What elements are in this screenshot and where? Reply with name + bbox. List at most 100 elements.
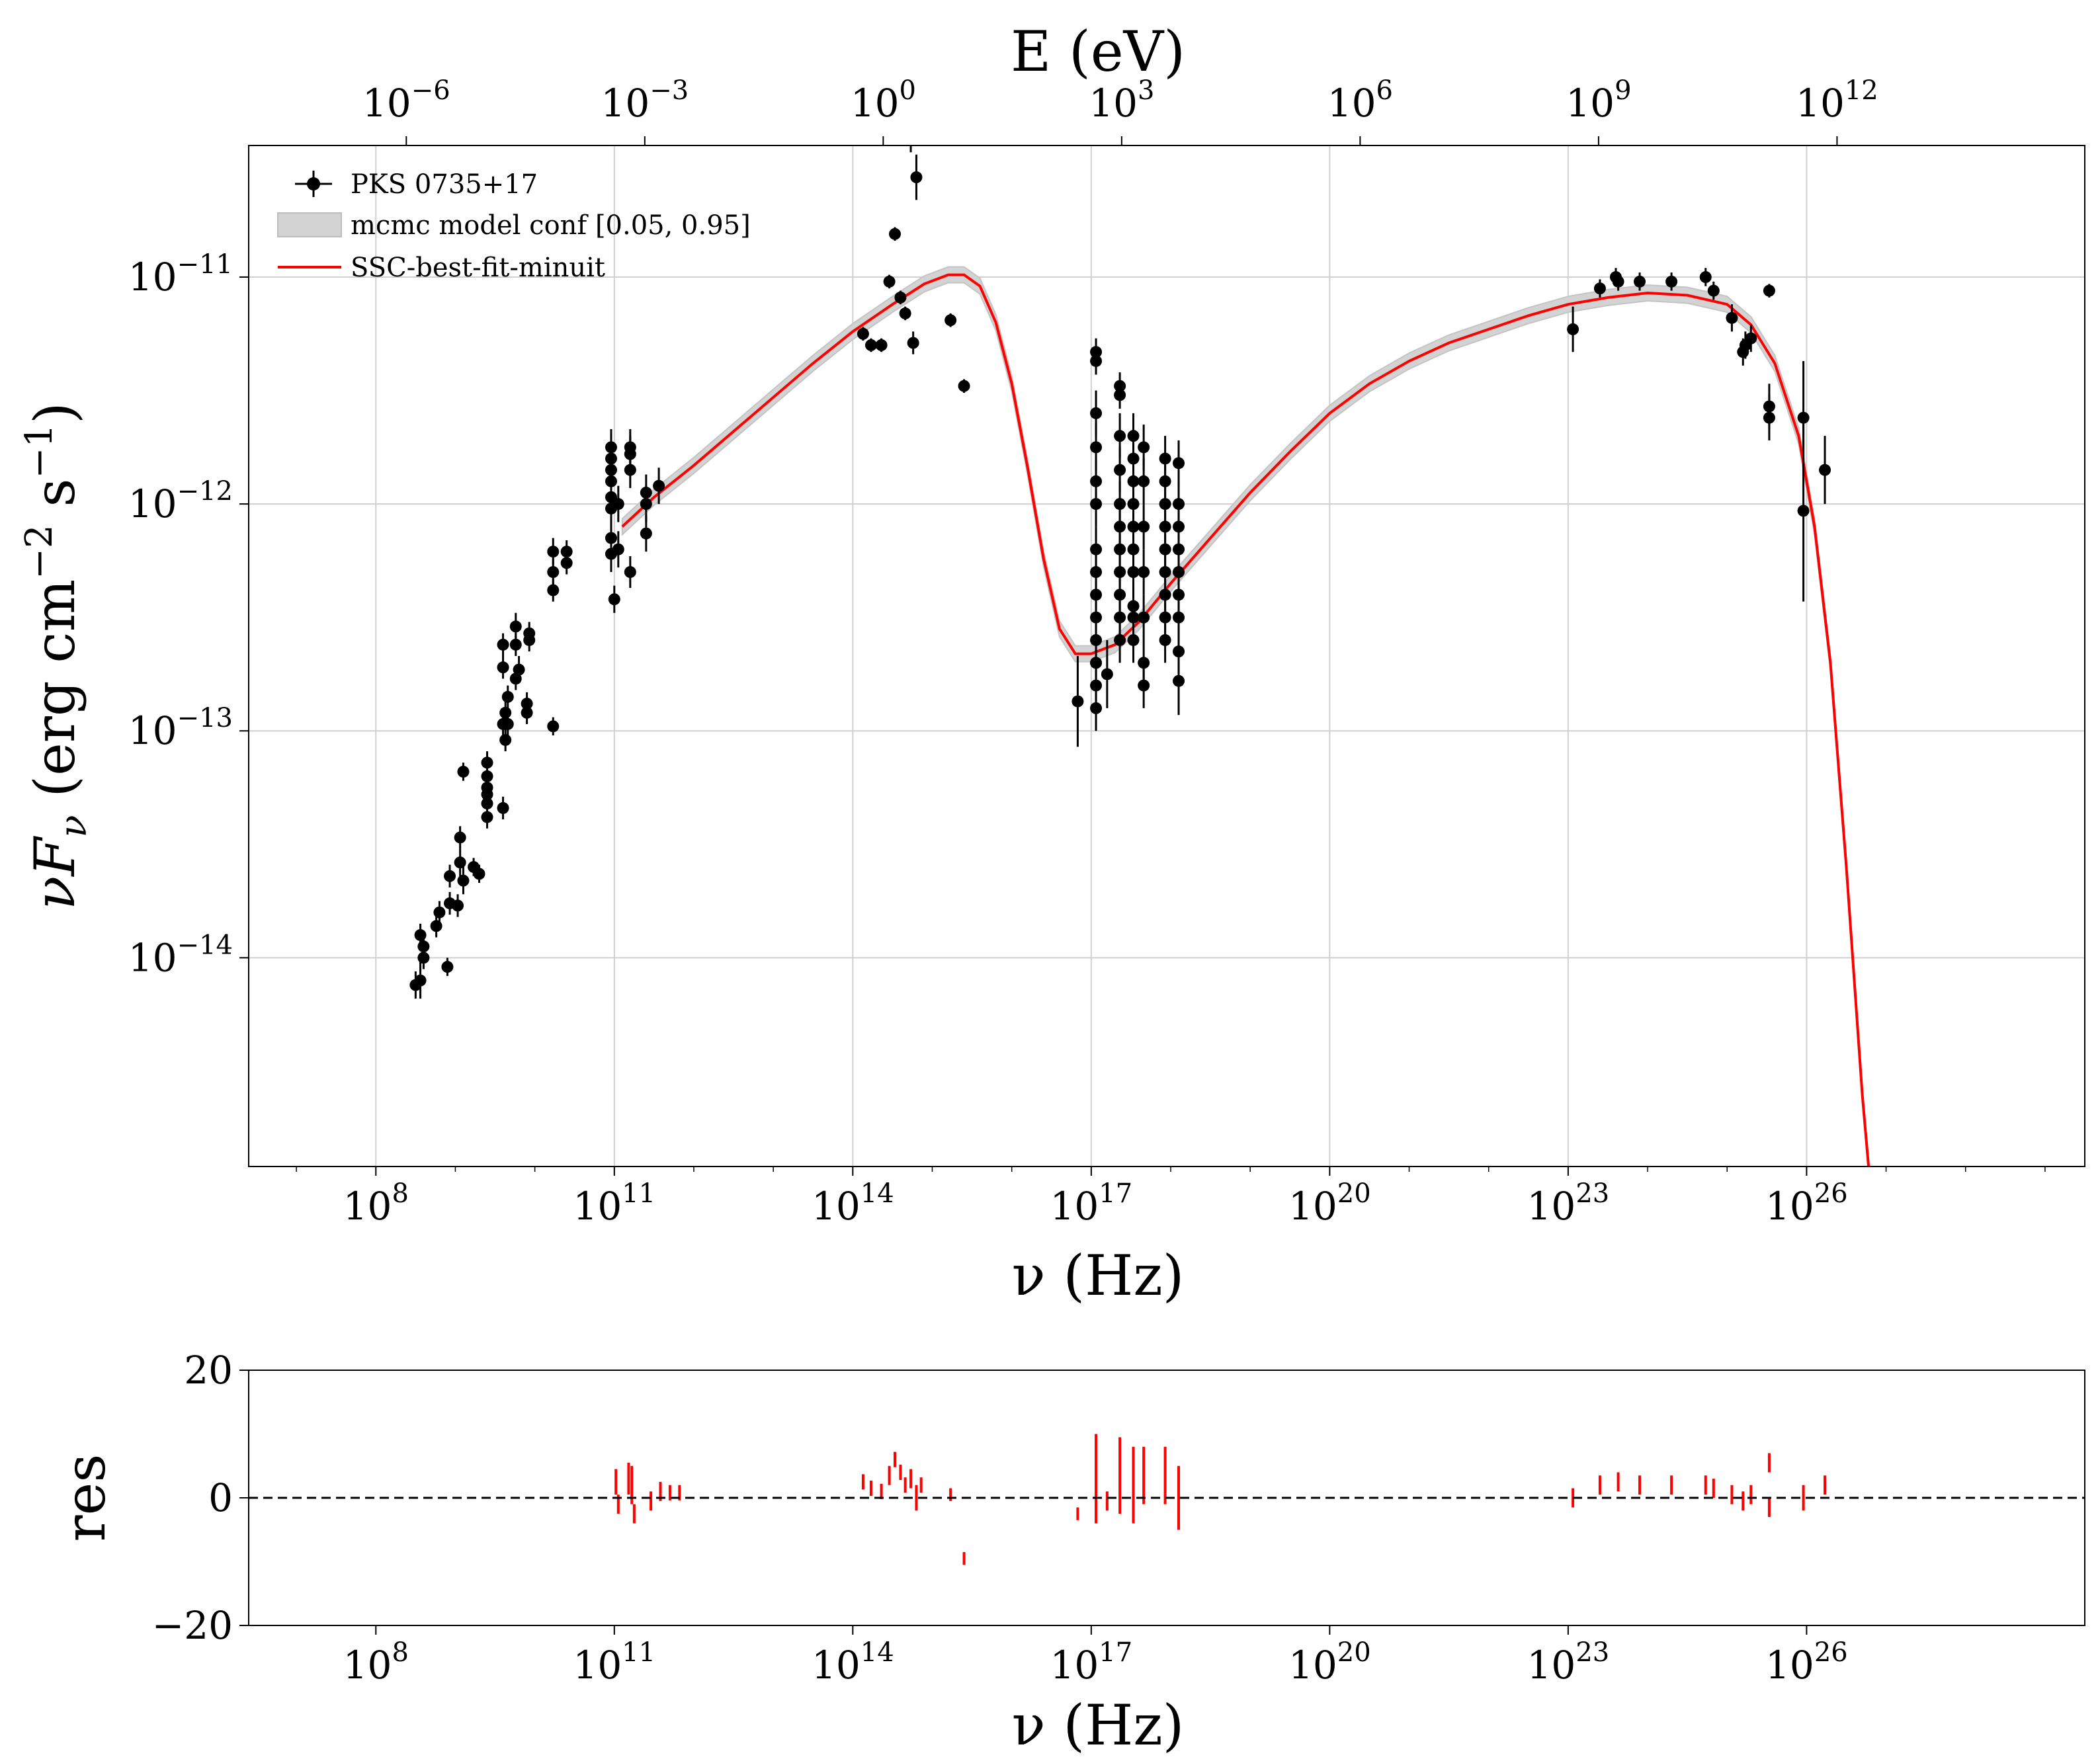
data-point-24	[454, 848, 466, 876]
x-tick-label-1-exp: 11	[622, 1178, 655, 1209]
data-marker	[501, 690, 514, 703]
top-tick-label-1-exp: −3	[650, 75, 689, 106]
data-point-71	[624, 452, 636, 489]
res-x-tick-label-5: 1023	[1527, 1637, 1610, 1688]
data-marker	[945, 314, 957, 327]
data-marker	[864, 339, 877, 351]
data-marker	[547, 566, 560, 579]
res-x-tick-label-3: 1017	[1050, 1637, 1132, 1688]
y-label-exp-s: −1	[18, 424, 61, 479]
data-marker	[640, 527, 652, 540]
data-point-159	[1707, 281, 1720, 300]
top-tick-label-0-base: 10	[362, 81, 411, 126]
x-tick-label-5: 1023	[1527, 1178, 1610, 1229]
residual-x-axis-label: ν (Hz)	[1012, 1693, 1185, 1758]
data-marker	[605, 532, 617, 544]
data-point-133	[1138, 425, 1150, 470]
data-point-67	[612, 485, 624, 522]
res-y-tick-label-2: −20	[152, 1603, 233, 1648]
x-tick-label-1: 1011	[573, 1178, 655, 1229]
data-marker	[481, 757, 493, 769]
data-marker	[1567, 323, 1579, 335]
data-marker	[1090, 475, 1103, 487]
x-tick-label-3-base: 10	[1050, 1184, 1099, 1229]
data-marker	[640, 486, 652, 499]
data-point-41	[497, 633, 509, 656]
x-tick-label-5-base: 10	[1527, 1184, 1576, 1229]
data-point-169	[1819, 436, 1831, 505]
res-y-tick-label-0: 20	[184, 1348, 233, 1393]
data-marker	[1127, 430, 1140, 442]
res-x-tick-label-4-exp: 20	[1337, 1637, 1371, 1668]
data-point-35	[481, 751, 493, 774]
data-point-155	[1612, 272, 1624, 291]
top-tick-label-5-base: 10	[1566, 81, 1615, 126]
x-tick-label-4-exp: 20	[1337, 1178, 1371, 1209]
data-marker	[889, 227, 902, 240]
x-tick-label-4-base: 10	[1288, 1184, 1337, 1229]
res-x-tick-label-5-base: 10	[1527, 1643, 1576, 1688]
data-point-77	[857, 327, 869, 341]
data-point-42	[501, 685, 514, 708]
res-x-tick-label-6: 1026	[1765, 1637, 1848, 1688]
data-marker	[1071, 695, 1084, 708]
data-marker	[501, 718, 514, 730]
data-point-38	[499, 728, 512, 752]
data-marker	[1138, 475, 1150, 487]
data-point-40	[497, 656, 509, 679]
data-point-76	[653, 468, 665, 505]
data-marker	[481, 798, 493, 810]
data-marker	[1745, 332, 1757, 345]
data-marker	[454, 831, 466, 844]
data-marker	[1114, 430, 1126, 442]
data-point-150	[1173, 481, 1185, 527]
data-point-52	[547, 717, 560, 736]
y-label-units: (erg cm	[22, 579, 87, 815]
data-marker	[509, 620, 522, 633]
residual-panel: 108 1011 1014 1017 1020 1023 1026 200−20 ν (Hz…	[53, 1348, 2085, 1758]
top-tick-label-4: 106	[1327, 75, 1393, 126]
mcmc-confidence-band	[621, 266, 1870, 1167]
data-point-26	[457, 762, 470, 781]
res-x-tick-label-4: 1020	[1288, 1637, 1371, 1688]
data-marker	[958, 380, 970, 392]
y-label-sub-nu: ν	[52, 815, 95, 837]
data-marker	[1699, 271, 1712, 284]
data-marker	[875, 339, 888, 351]
data-marker	[1612, 275, 1624, 288]
top-energy-tick-labels: 10−6 10−3 100 103 106 109 1012	[362, 75, 1878, 145]
y-tick-label-1-exp: −12	[177, 476, 233, 507]
data-point-46	[509, 633, 522, 656]
data-marker	[1127, 611, 1140, 624]
data-marker	[417, 940, 430, 953]
x-tick-label-6-base: 10	[1765, 1184, 1814, 1229]
data-marker	[605, 464, 617, 476]
x-tick-label-3-exp: 17	[1099, 1178, 1132, 1209]
data-point-156	[1634, 272, 1646, 291]
res-x-tick-label-0-base: 10	[343, 1643, 392, 1688]
data-marker	[1634, 275, 1646, 288]
data-marker	[624, 464, 636, 476]
data-marker	[624, 441, 636, 454]
data-marker	[1707, 284, 1720, 297]
data-point-152	[1567, 306, 1579, 352]
data-point-47	[513, 656, 525, 684]
data-marker	[513, 663, 525, 676]
data-marker	[452, 899, 464, 912]
legend-label-fit: SSC-best-fit-minuit	[351, 253, 605, 283]
data-marker	[547, 546, 560, 558]
data-marker	[1763, 284, 1775, 297]
data-point-36	[497, 796, 509, 820]
data-point-49	[521, 701, 533, 724]
data-marker	[1114, 389, 1126, 401]
data-point-151	[1173, 440, 1185, 486]
data-point-98	[1090, 526, 1103, 573]
data-point-116	[1114, 381, 1126, 409]
y-tick-label-3-exp: −14	[177, 930, 233, 960]
top-tick-label-5: 109	[1566, 75, 1631, 126]
data-point-125	[1127, 413, 1140, 459]
data-point-157	[1665, 272, 1678, 291]
data-point-43	[501, 712, 514, 736]
data-marker	[560, 557, 573, 569]
